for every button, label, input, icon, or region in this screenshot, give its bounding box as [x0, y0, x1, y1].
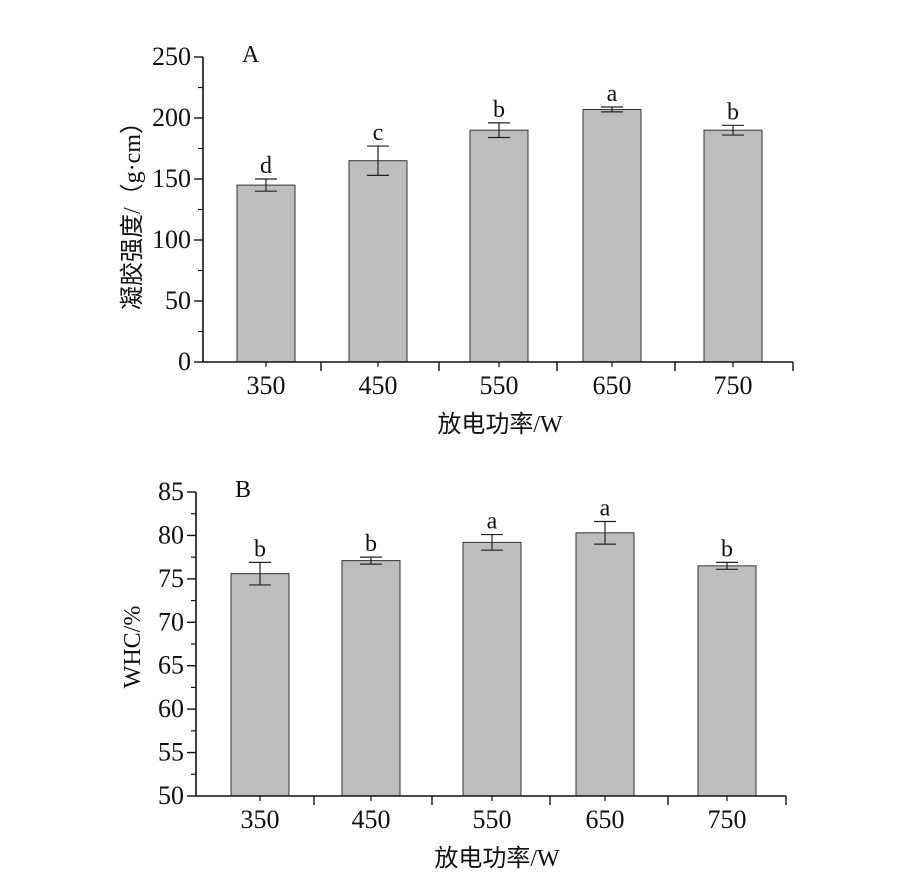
panel-b-y-tick-label: 75	[158, 564, 184, 593]
panel-b-bar	[462, 541, 522, 797]
panel-b-x-tick-label: 350	[241, 805, 280, 834]
panel-b-x-tick-label: 750	[708, 805, 747, 834]
panel-a-significance-label: d	[260, 153, 272, 179]
panel-b-y-tick-label: 85	[158, 477, 184, 506]
panel-a-bar	[348, 160, 408, 363]
panel-a-y-tick-label: 250	[152, 42, 191, 71]
panel-b-y-tick-label: 65	[158, 651, 184, 680]
panel-b-label: B	[235, 477, 251, 503]
panel-b-y-tick-label: 55	[158, 738, 184, 767]
panel-a-y-tick-label: 100	[152, 225, 191, 254]
panel-a-x-tick-label: 750	[714, 371, 753, 400]
panel-a-x-tick-label: 450	[359, 371, 398, 400]
panel-b-y-tick-label: 50	[158, 781, 184, 810]
panel-b-ylabel: WHC/%	[120, 606, 146, 689]
panel-a-y-tick-label: 200	[152, 103, 191, 132]
panel-b-significance-label: b	[365, 531, 377, 557]
panel-b-chart: B WHC/% 放电功率/W b b a a b 50 55 60 65 70 75 80 85 350 4…	[120, 477, 787, 872]
panel-b-x-tick-label: 550	[473, 805, 512, 834]
panel-b-bar	[697, 565, 757, 797]
panel-a-significance-label: a	[607, 81, 618, 107]
panel-a-label: A	[242, 42, 260, 68]
panel-a-y-tick-label: 0	[178, 347, 191, 376]
panel-a-x-tick-label: 350	[247, 371, 286, 400]
panel-a-chart: A 凝胶强度/（g·cm） 放电功率/W d c b a b 0 50 100 150 200 25…	[119, 42, 794, 438]
panel-a-significance-label: b	[727, 99, 739, 125]
panel-a-bar	[582, 108, 642, 363]
panel-b-x-tick-label: 450	[352, 805, 391, 834]
panel-b-xlabel: 放电功率/W	[434, 845, 560, 872]
panel-b-bar	[575, 532, 635, 797]
panel-a-y-tick-label: 150	[152, 164, 191, 193]
panel-a-bar	[469, 129, 529, 363]
panel-b-significance-label: b	[254, 536, 266, 562]
panel-a-ylabel: 凝胶强度/（g·cm）	[119, 110, 146, 310]
panel-b-bar	[230, 573, 290, 797]
panel-b-significance-label: a	[487, 509, 498, 535]
panel-b-bar	[341, 560, 401, 797]
panel-a-significance-label: c	[373, 120, 384, 146]
panel-b-y-tick-label: 60	[158, 694, 184, 723]
panel-a-bar	[236, 184, 296, 363]
panel-b-y-tick-label: 80	[158, 520, 184, 549]
panel-a-y-tick-label: 50	[165, 286, 191, 315]
panel-b-x-tick-label: 650	[586, 805, 625, 834]
panel-b-significance-label: b	[721, 536, 733, 562]
panel-a-significance-label: b	[493, 97, 505, 123]
panel-a-xlabel: 放电功率/W	[437, 411, 563, 438]
panel-b-significance-label: a	[600, 496, 611, 522]
panel-a-x-tick-label: 550	[480, 371, 519, 400]
panel-a-bar	[703, 129, 763, 363]
panel-b-y-tick-label: 70	[158, 607, 184, 636]
panel-a-x-tick-label: 650	[593, 371, 632, 400]
